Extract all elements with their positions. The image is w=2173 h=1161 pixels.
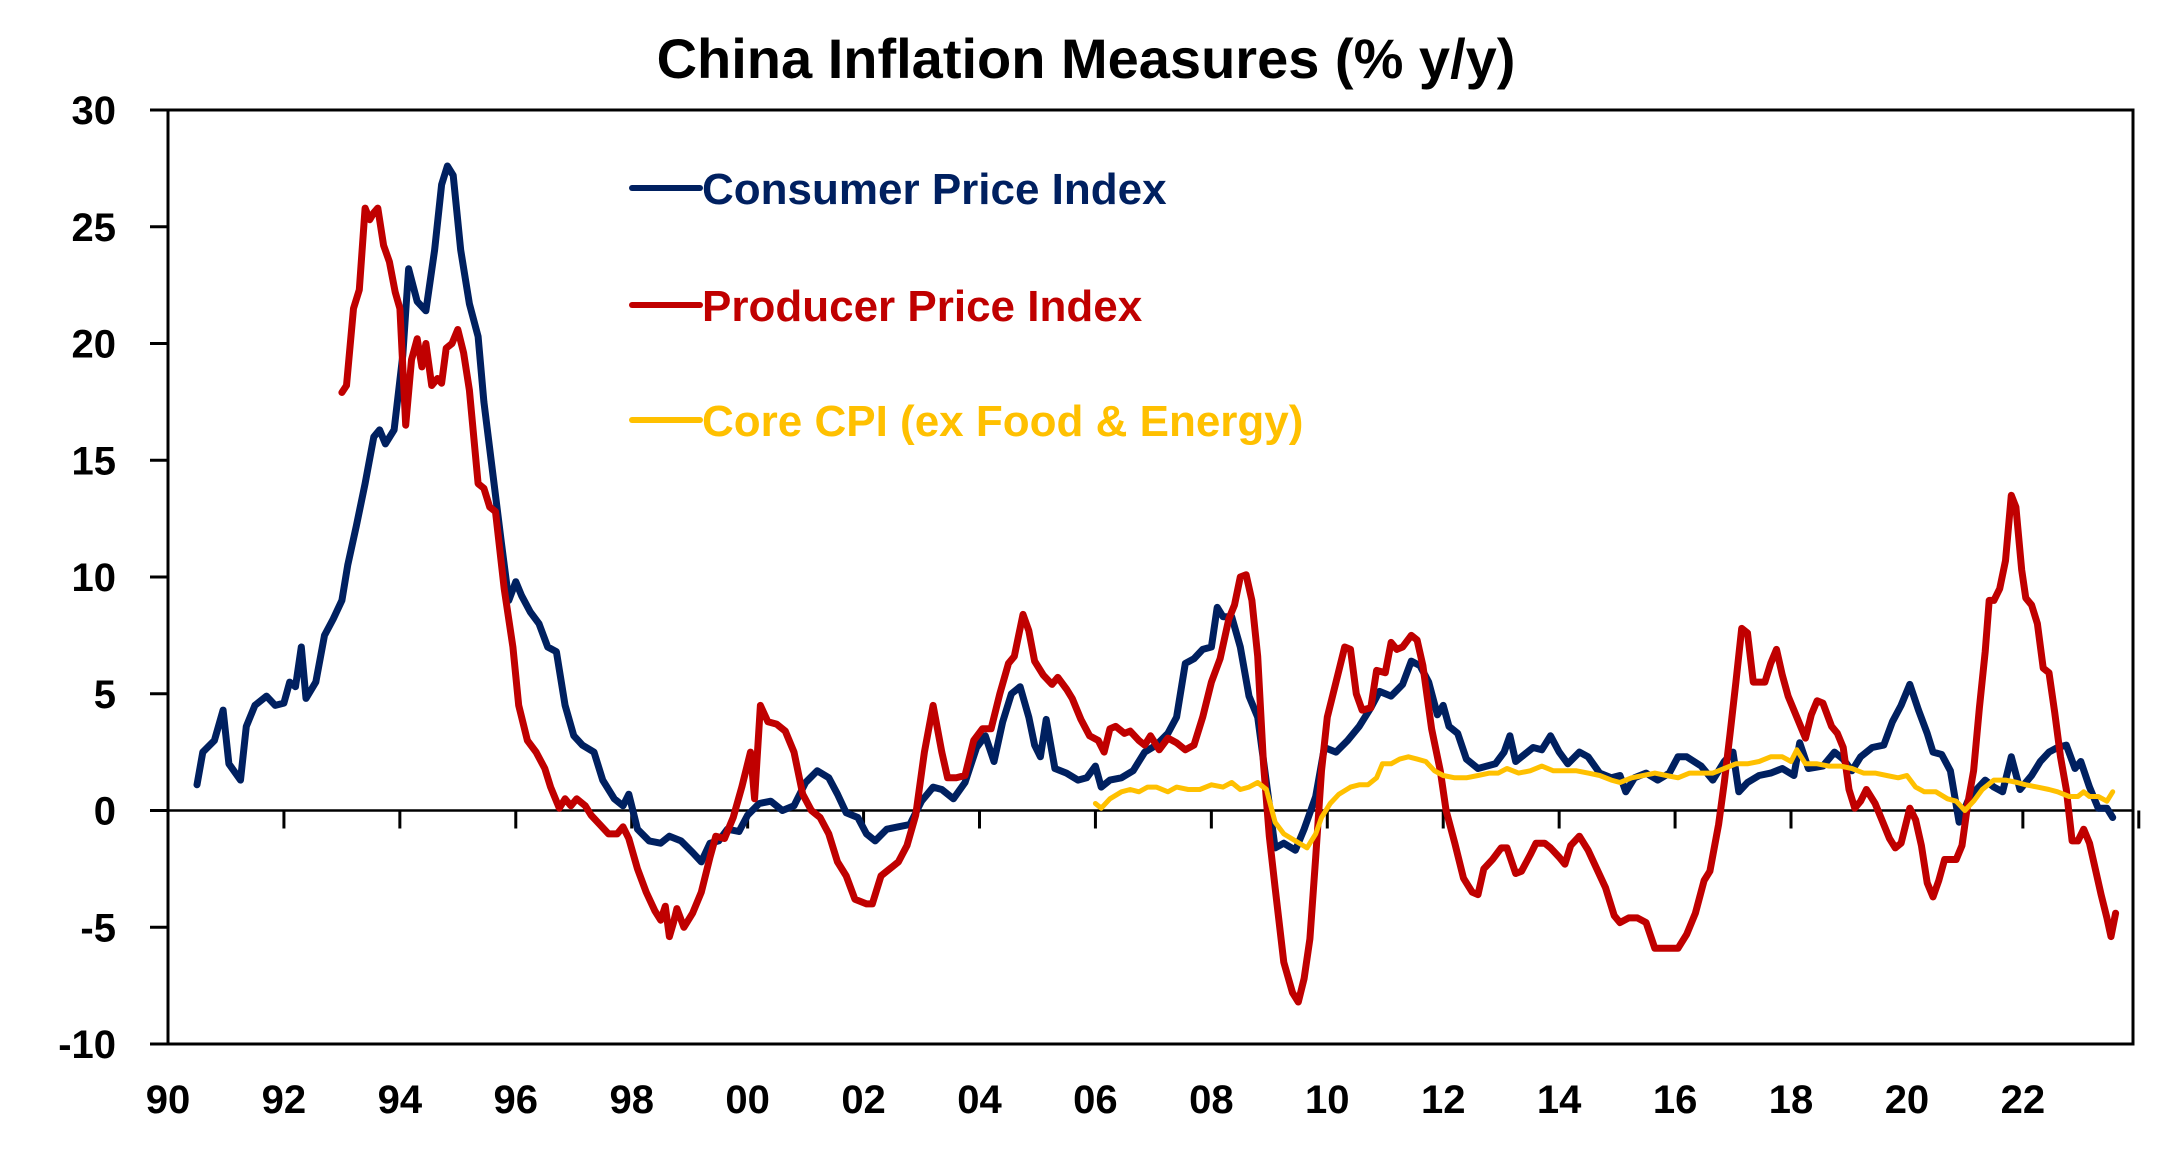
y-tick-label: 30	[72, 89, 117, 133]
y-tick-label: 15	[72, 439, 117, 483]
x-tick-label: 12	[1421, 1078, 1466, 1122]
x-tick-label: 04	[957, 1078, 1002, 1122]
x-tick-label: 96	[494, 1078, 539, 1122]
legend-item: Core CPI (ex Food & Energy)	[629, 397, 1303, 446]
y-tick-label: -10	[58, 1023, 116, 1067]
series-line-core-cpi-ex-food-energy	[1092, 747, 2116, 851]
series-line-producer-price-index	[338, 204, 2120, 1006]
x-tick-label: 22	[2001, 1078, 2046, 1122]
chart-title: China Inflation Measures (% y/y)	[657, 27, 1516, 90]
y-tick-label: 5	[94, 673, 116, 717]
series-layer	[193, 162, 2120, 1006]
legend-label: Consumer Price Index	[702, 165, 1167, 214]
x-tick-label: 02	[841, 1078, 886, 1122]
x-axis: 90 92 94 96 98 00 02 04 06 08 10 12 14 16 18 20 22	[146, 809, 2141, 1122]
legend: Consumer Price Index Producer Price Index…	[629, 165, 1303, 446]
legend-item: Consumer Price Index	[629, 165, 1167, 214]
x-tick-label: 94	[378, 1078, 423, 1122]
x-tick-label: 92	[262, 1078, 307, 1122]
x-tick-label: 14	[1537, 1078, 1582, 1122]
x-tick-label: 18	[1769, 1078, 1814, 1122]
x-tick-label: 90	[146, 1078, 191, 1122]
y-tick-label: 20	[72, 323, 117, 367]
x-tick-label: 20	[1885, 1078, 1930, 1122]
x-tick-label: 98	[609, 1078, 654, 1122]
y-tick-label: 25	[72, 206, 117, 250]
y-axis: -10 -5 0 5 10 15 20 25 30	[58, 89, 168, 1067]
legend-label: Producer Price Index	[702, 282, 1143, 331]
x-tick-label: 06	[1073, 1078, 1118, 1122]
x-tick-label: 08	[1189, 1078, 1234, 1122]
y-tick-label: -5	[80, 906, 116, 950]
legend-label: Core CPI (ex Food & Energy)	[702, 397, 1303, 446]
series-line-consumer-price-index	[193, 162, 2117, 866]
x-tick-label: 10	[1305, 1078, 1350, 1122]
x-tick-label: 16	[1653, 1078, 1698, 1122]
x-tick-label: 00	[725, 1078, 770, 1122]
y-tick-label: 0	[94, 790, 116, 834]
y-tick-label: 10	[72, 556, 117, 600]
legend-item: Producer Price Index	[629, 282, 1143, 331]
